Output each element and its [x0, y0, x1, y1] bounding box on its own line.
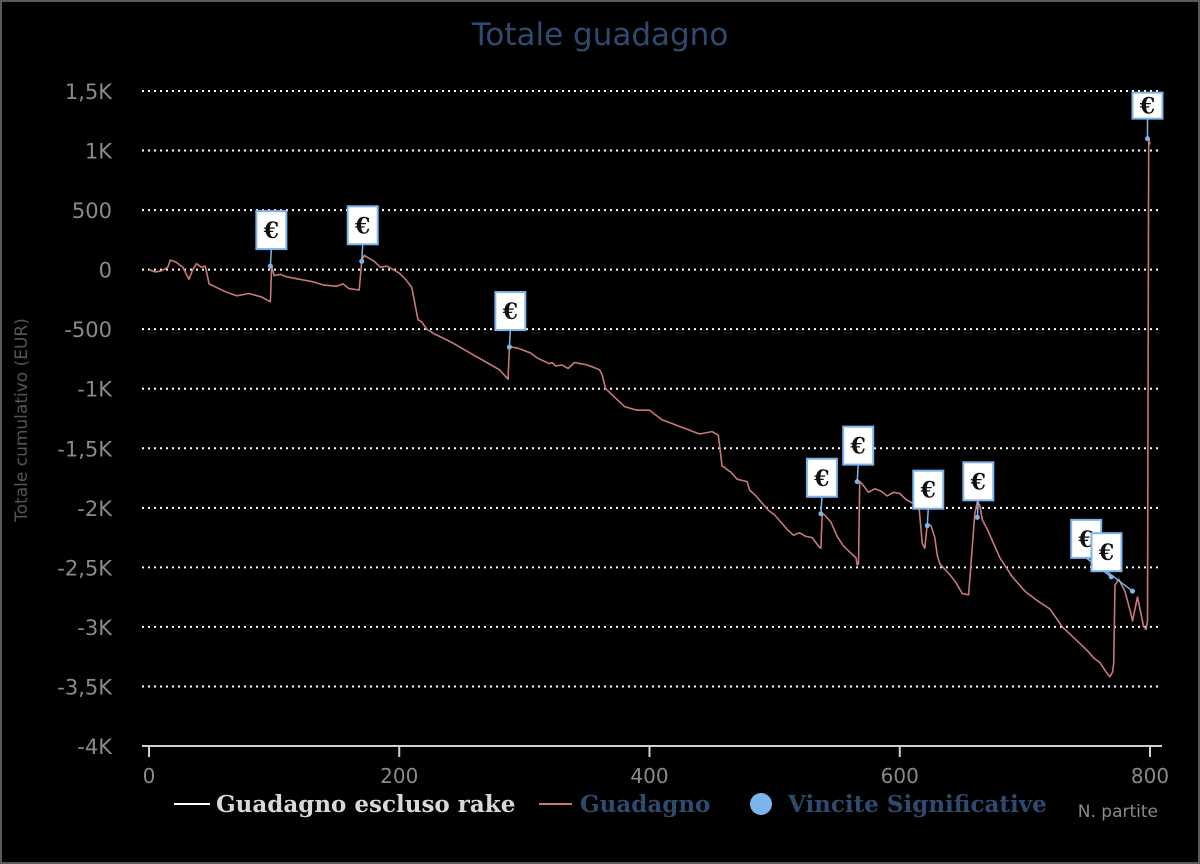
flag-box — [255, 210, 288, 251]
x-tick-label: 400 — [630, 764, 668, 788]
flag-connector — [976, 500, 980, 518]
x-tick-label: 0 — [143, 764, 156, 788]
x-axis: 0 200 400 600 800 — [142, 745, 1169, 788]
y-tick-label: 1K — [85, 140, 113, 164]
flag-point — [359, 258, 365, 264]
series-line-guadagno — [148, 137, 1151, 678]
y-tick-label: -500 — [64, 318, 112, 342]
plot-area — [148, 137, 1151, 678]
flag-point — [506, 344, 512, 350]
flag-point — [1144, 136, 1150, 142]
vincita-flag[interactable]: € — [1090, 532, 1135, 594]
flag-label: € — [850, 434, 866, 460]
y-tick-label: 0 — [99, 259, 112, 283]
flag-label: € — [1098, 540, 1114, 566]
vincita-flag[interactable]: € — [1131, 91, 1164, 142]
legend-label-guadagno: Guadagno — [580, 791, 710, 818]
flag-connector — [856, 464, 859, 482]
flag-box — [912, 469, 945, 510]
flag-connector — [360, 244, 364, 262]
gridlines — [142, 90, 1162, 688]
flag-label: € — [263, 218, 279, 244]
flag-box — [842, 425, 875, 466]
y-tick-label: 1,5K — [65, 80, 113, 104]
flag-label: € — [1078, 527, 1094, 553]
flag-connector — [1106, 570, 1133, 592]
y-axis-ticks: 1,5K 1K 500 0 -500 -1K -1,5K -2K -2,5K -3K -3,5K -4… — [57, 80, 113, 759]
flag-label: € — [1139, 94, 1155, 120]
chart-title: Totale guadagno — [471, 17, 729, 53]
flag-connector — [269, 249, 273, 267]
y-tick-label: -1K — [77, 378, 113, 402]
flag-point — [974, 514, 980, 520]
y-tick-label: -1,5K — [57, 437, 113, 461]
y-tick-label: -3,5K — [57, 675, 113, 699]
flag-point — [854, 479, 860, 485]
x-axis-label: N. partite — [1078, 802, 1158, 822]
y-tick-label: -2K — [77, 497, 113, 521]
y-axis-label: Totale cumulativo (EUR) — [12, 318, 32, 523]
vincite-flags: € €€€€€ €€€€ — [255, 91, 1164, 594]
flag-label: € — [970, 469, 986, 495]
flag-label: € — [813, 466, 829, 492]
x-tick-label: 600 — [881, 764, 919, 788]
vincita-flag[interactable]: € — [912, 469, 945, 529]
legend-label-vincite: Vincite Significative — [787, 791, 1047, 818]
flag-connector — [508, 330, 512, 348]
flag-point — [267, 263, 273, 269]
x-tick-label: 200 — [380, 764, 418, 788]
flag-box — [1090, 532, 1123, 573]
legend-item-guadagno[interactable]: Guadagno — [539, 791, 710, 818]
vincita-flag[interactable]: € — [255, 210, 288, 269]
flag-point — [924, 523, 930, 529]
flag-connector — [820, 496, 823, 514]
legend-item-escluso-rake[interactable]: Guadagno escluso rake — [174, 791, 515, 818]
vincita-flag[interactable]: € — [346, 205, 379, 264]
vincita-flag[interactable]: € — [962, 461, 995, 520]
x-tick-label: 800 — [1131, 764, 1169, 788]
vincita-flag[interactable]: € — [805, 457, 838, 517]
y-tick-label: -4K — [77, 735, 113, 759]
flag-connector — [926, 508, 930, 526]
flag-box — [494, 291, 527, 332]
flag-box — [805, 457, 838, 498]
flag-point — [1129, 588, 1135, 594]
flag-point — [818, 511, 824, 517]
vincita-flag[interactable]: € — [842, 425, 875, 485]
flag-label: € — [502, 299, 518, 325]
flag-box — [346, 205, 379, 246]
legend: Guadagno escluso rake Guadagno Vincite S… — [174, 791, 1047, 818]
y-tick-label: -3K — [77, 616, 113, 640]
flag-label: € — [354, 213, 370, 239]
legend-label-escluso-rake: Guadagno escluso rake — [216, 791, 515, 818]
legend-item-vincite[interactable]: Vincite Significative — [750, 791, 1047, 818]
flag-label: € — [920, 478, 936, 504]
flag-box — [962, 461, 995, 502]
vincita-flag[interactable]: € — [494, 291, 527, 350]
legend-swatch-vincite — [750, 793, 772, 815]
y-tick-label: 500 — [72, 199, 112, 223]
flag-box — [1131, 91, 1164, 120]
y-tick-label: -2,5K — [57, 556, 113, 580]
